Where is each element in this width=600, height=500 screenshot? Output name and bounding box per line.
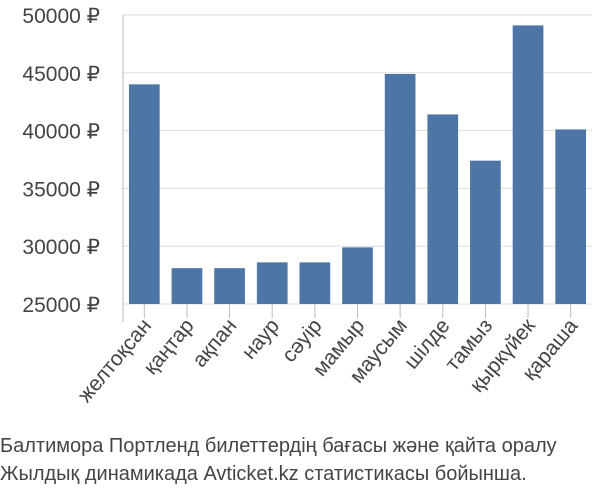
bar-5 <box>342 247 373 304</box>
bar-8 <box>470 160 501 304</box>
bar-3 <box>256 262 288 304</box>
y-tick-label-35000: 35000 ₽ <box>22 178 100 201</box>
bar-7 <box>427 114 459 304</box>
bar-chart: 25000 ₽ 30000 ₽ 35000 ₽ 40000 ₽ 45000 ₽ 50000… <box>22 5 592 407</box>
axes <box>122 15 572 322</box>
bar-1 <box>171 268 203 304</box>
x-tick-labels: желтоқсанқаңтарақпаннаурсәуірмамырмаусым… <box>73 314 582 407</box>
y-tick-labels: 25000 ₽ 30000 ₽ 35000 ₽ 40000 ₽ 45000 ₽ 50000… <box>22 5 100 317</box>
y-tick-label-45000: 45000 ₽ <box>22 63 100 86</box>
x-tick-label-2: ақпан <box>188 314 241 371</box>
y-tick-label-25000: 25000 ₽ <box>22 294 100 317</box>
x-tick-label-3: наур <box>238 314 285 363</box>
y-tick-label-30000: 30000 ₽ <box>22 236 100 259</box>
chart-caption-line-2: Жылдық динамикада Avticket.kz статистика… <box>0 463 527 485</box>
bars <box>128 25 587 305</box>
bar-6 <box>384 73 416 305</box>
chart-caption-line-1: Балтимора Портленд билеттердің бағасы жә… <box>0 435 557 457</box>
bar-10 <box>555 129 587 304</box>
bar-2 <box>214 268 245 304</box>
bar-0 <box>128 84 160 304</box>
bar-9 <box>512 25 544 305</box>
y-tick-label-40000: 40000 ₽ <box>22 121 100 144</box>
y-tick-label-50000: 50000 ₽ <box>22 5 100 28</box>
bar-4 <box>299 262 331 304</box>
